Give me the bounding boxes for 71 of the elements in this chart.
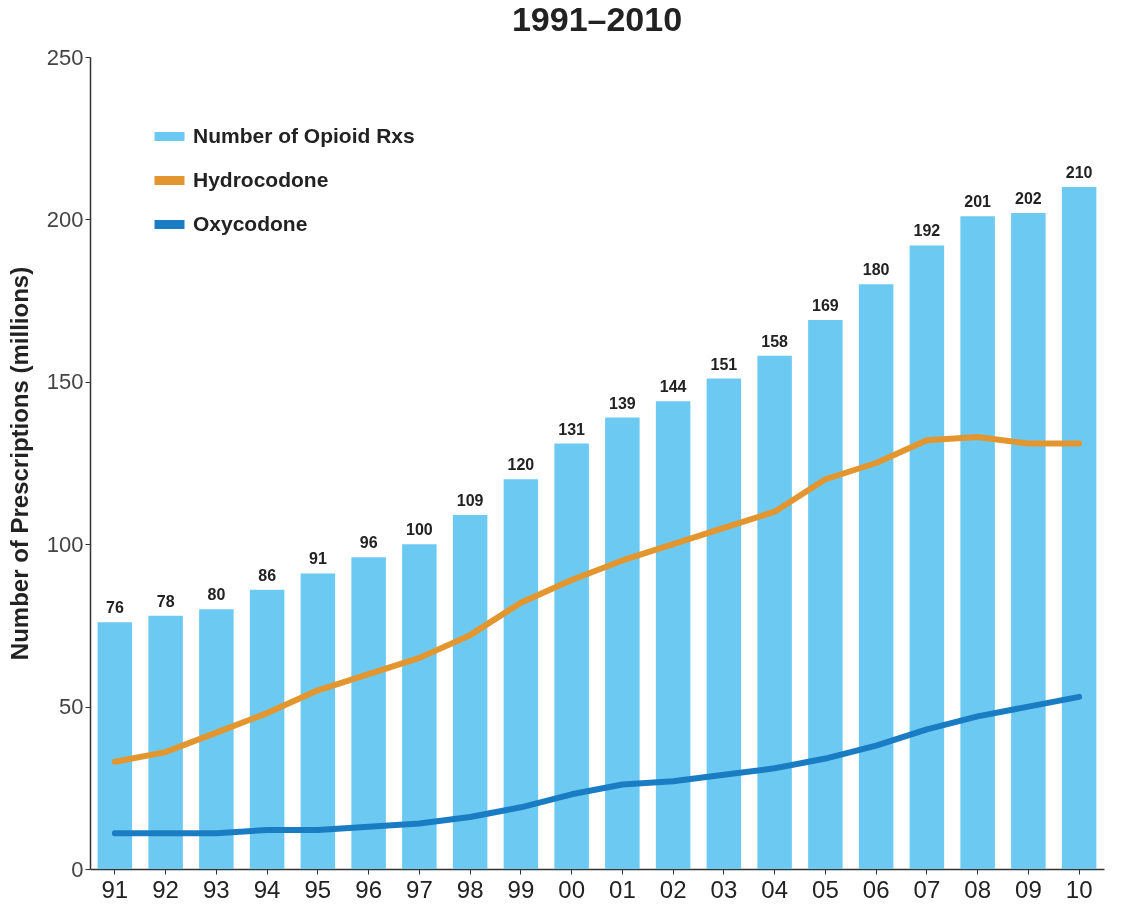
x-tick-label: 00 xyxy=(558,875,585,903)
x-tick-label: 05 xyxy=(812,875,839,903)
legend-label: Oxycodone xyxy=(193,211,308,235)
legend-label: Number of Opioid Rxs xyxy=(193,123,415,147)
bar xyxy=(706,378,742,869)
data-label: 202 xyxy=(1015,189,1042,207)
y-tick-label: 0 xyxy=(71,856,84,882)
x-tick-label: 94 xyxy=(253,875,281,903)
legend-label: Hydrocodone xyxy=(193,167,329,191)
x-tick-label: 08 xyxy=(964,875,991,903)
x-tick-label: 03 xyxy=(710,875,738,903)
x-tick-label: 92 xyxy=(152,875,179,903)
data-label: 210 xyxy=(1065,163,1093,181)
y-tick-label: 100 xyxy=(46,531,84,557)
bar xyxy=(1061,186,1097,869)
bar xyxy=(858,284,894,869)
bar xyxy=(909,245,945,869)
bar xyxy=(148,615,183,869)
x-tick-label: 93 xyxy=(203,875,230,903)
x-tick-label: 98 xyxy=(456,875,484,903)
x-tick-label: 07 xyxy=(913,875,941,903)
data-label: 120 xyxy=(507,456,535,474)
bar xyxy=(402,544,437,869)
data-label: 151 xyxy=(710,355,738,373)
bar xyxy=(960,216,995,869)
y-tick-label: 150 xyxy=(46,369,84,395)
data-label: 91 xyxy=(308,550,327,568)
data-label: 78 xyxy=(156,592,175,610)
bar xyxy=(757,355,792,869)
data-label: 131 xyxy=(558,420,586,438)
x-tick-label: 91 xyxy=(101,875,129,903)
data-label: 144 xyxy=(659,378,687,396)
x-tick-label: 99 xyxy=(507,875,535,903)
bar xyxy=(199,609,234,869)
bar xyxy=(554,443,589,869)
data-label: 158 xyxy=(761,332,789,350)
chart-title: 1991–2010 xyxy=(511,0,683,38)
data-label: 86 xyxy=(258,566,277,584)
bar xyxy=(300,573,336,869)
x-tick-label: 09 xyxy=(1015,875,1042,903)
y-tick-label: 200 xyxy=(46,206,84,232)
data-label: 76 xyxy=(105,599,124,617)
x-tick-label: 01 xyxy=(609,875,636,903)
bar xyxy=(503,479,539,869)
x-tick-label: 02 xyxy=(659,875,687,903)
data-label: 180 xyxy=(862,261,890,279)
y-tick-label: 50 xyxy=(59,694,84,720)
x-tick-label: 06 xyxy=(862,875,890,903)
x-tick-label: 95 xyxy=(304,875,332,903)
bar xyxy=(655,401,691,869)
bar xyxy=(97,622,133,869)
data-label: 100 xyxy=(406,521,433,539)
data-label: 139 xyxy=(609,394,636,412)
bar xyxy=(605,417,640,869)
x-tick-label: 96 xyxy=(355,875,382,903)
bar xyxy=(351,557,386,869)
bar xyxy=(452,514,488,869)
y-tick-label: 250 xyxy=(46,44,84,70)
y-axis-title: Number of Prescriptions (millions) xyxy=(5,266,33,661)
x-tick-label: 97 xyxy=(406,875,433,903)
data-label: 80 xyxy=(207,586,226,604)
data-label: 192 xyxy=(913,222,941,240)
bar xyxy=(249,589,285,869)
x-tick-label: 04 xyxy=(761,875,788,903)
x-tick-label: 10 xyxy=(1065,875,1093,903)
data-label: 96 xyxy=(359,534,378,552)
data-label: 169 xyxy=(812,297,839,315)
bar xyxy=(1011,212,1046,869)
data-label: 201 xyxy=(964,193,992,211)
data-label: 109 xyxy=(456,491,484,509)
bar xyxy=(808,320,843,869)
